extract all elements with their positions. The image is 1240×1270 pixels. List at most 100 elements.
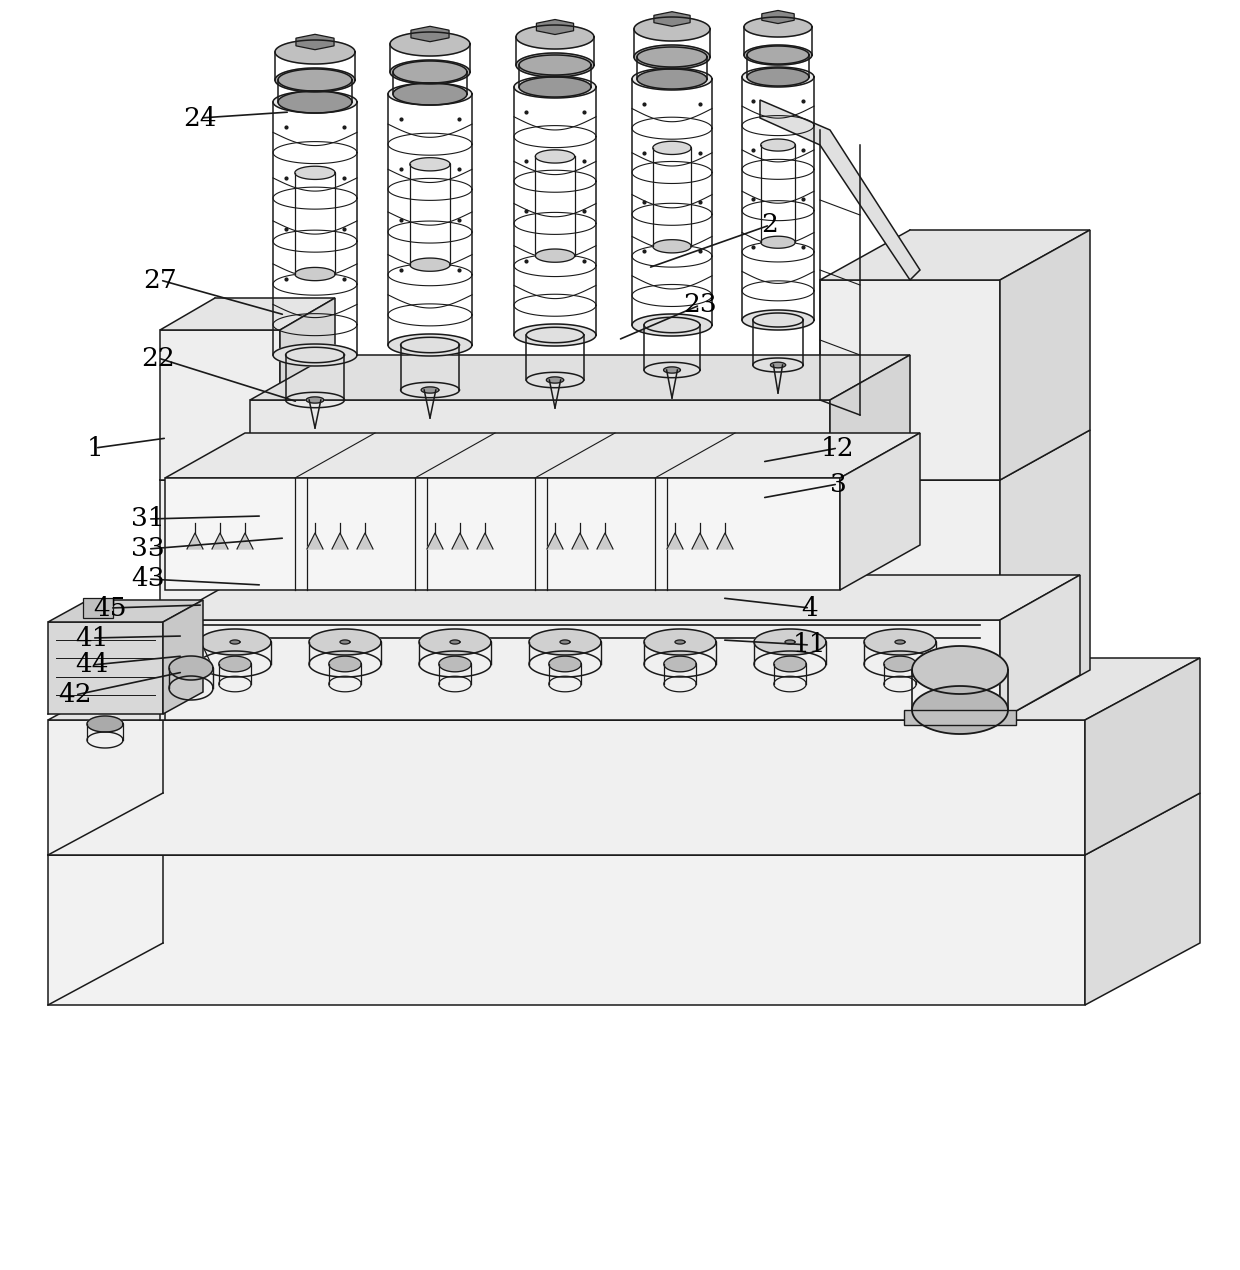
Text: 45: 45 (93, 596, 126, 621)
Text: 12: 12 (821, 436, 854, 461)
Polygon shape (652, 240, 691, 253)
Polygon shape (820, 230, 1090, 279)
Polygon shape (278, 91, 352, 113)
Polygon shape (644, 318, 701, 333)
Polygon shape (667, 533, 683, 549)
Polygon shape (160, 480, 999, 720)
Polygon shape (393, 61, 467, 83)
Polygon shape (340, 640, 350, 644)
Text: 24: 24 (184, 105, 217, 131)
Polygon shape (536, 249, 574, 262)
Polygon shape (774, 657, 806, 672)
Polygon shape (560, 640, 570, 644)
Polygon shape (742, 310, 813, 330)
Polygon shape (212, 533, 228, 549)
Polygon shape (165, 433, 920, 478)
Polygon shape (422, 387, 439, 394)
Polygon shape (549, 657, 582, 672)
Text: 27: 27 (143, 268, 177, 292)
Polygon shape (453, 533, 467, 549)
Polygon shape (520, 77, 591, 97)
Text: 4: 4 (801, 596, 818, 621)
Polygon shape (401, 338, 459, 353)
Text: 2: 2 (761, 212, 779, 237)
Polygon shape (770, 362, 786, 368)
Polygon shape (160, 298, 335, 330)
Polygon shape (746, 69, 808, 86)
Polygon shape (439, 657, 471, 672)
Polygon shape (537, 19, 574, 34)
Polygon shape (652, 141, 691, 155)
Polygon shape (760, 236, 795, 248)
Polygon shape (332, 533, 348, 549)
Polygon shape (913, 646, 1008, 693)
Polygon shape (572, 533, 588, 549)
Polygon shape (999, 230, 1090, 480)
Polygon shape (632, 69, 712, 90)
Polygon shape (760, 100, 920, 279)
Polygon shape (450, 640, 460, 644)
Polygon shape (913, 686, 1008, 734)
Polygon shape (904, 710, 1016, 725)
Polygon shape (169, 657, 213, 679)
Polygon shape (296, 34, 334, 50)
Text: 22: 22 (141, 345, 175, 371)
Polygon shape (536, 150, 574, 163)
Polygon shape (48, 599, 203, 622)
Polygon shape (760, 138, 795, 151)
Polygon shape (754, 629, 826, 655)
Polygon shape (884, 657, 916, 672)
Polygon shape (663, 367, 681, 373)
Polygon shape (515, 76, 596, 98)
Polygon shape (48, 720, 1085, 855)
Polygon shape (388, 83, 472, 105)
Polygon shape (520, 55, 591, 75)
Polygon shape (761, 10, 794, 24)
Polygon shape (742, 67, 813, 88)
Polygon shape (306, 398, 324, 403)
Polygon shape (273, 91, 357, 113)
Text: 44: 44 (76, 653, 109, 677)
Polygon shape (999, 575, 1080, 720)
Polygon shape (632, 314, 712, 337)
Polygon shape (275, 39, 355, 64)
Polygon shape (165, 620, 999, 720)
Polygon shape (692, 533, 708, 549)
Polygon shape (637, 47, 707, 67)
Polygon shape (744, 17, 812, 37)
Polygon shape (746, 46, 808, 64)
Polygon shape (273, 344, 357, 366)
Polygon shape (526, 328, 584, 343)
Polygon shape (637, 69, 707, 89)
Polygon shape (187, 533, 203, 549)
Text: 31: 31 (131, 507, 165, 532)
Polygon shape (237, 533, 253, 549)
Polygon shape (295, 268, 335, 281)
Polygon shape (547, 533, 563, 549)
Polygon shape (285, 347, 345, 363)
Polygon shape (280, 298, 335, 480)
Polygon shape (308, 533, 322, 549)
Polygon shape (864, 629, 936, 655)
Polygon shape (250, 356, 910, 400)
Polygon shape (229, 640, 241, 644)
Polygon shape (1085, 792, 1200, 1005)
Polygon shape (87, 716, 123, 732)
Polygon shape (830, 356, 910, 480)
Polygon shape (388, 334, 472, 356)
Polygon shape (547, 377, 564, 384)
Text: 23: 23 (683, 292, 717, 318)
Polygon shape (753, 312, 804, 326)
Polygon shape (427, 533, 443, 549)
Text: 1: 1 (87, 436, 103, 461)
Polygon shape (1085, 658, 1200, 855)
Polygon shape (477, 533, 494, 549)
Polygon shape (663, 657, 696, 672)
Polygon shape (165, 478, 839, 591)
Polygon shape (250, 400, 830, 480)
Polygon shape (596, 533, 613, 549)
Polygon shape (160, 431, 1090, 480)
Text: 3: 3 (830, 471, 847, 497)
Polygon shape (895, 640, 905, 644)
Polygon shape (820, 279, 999, 480)
